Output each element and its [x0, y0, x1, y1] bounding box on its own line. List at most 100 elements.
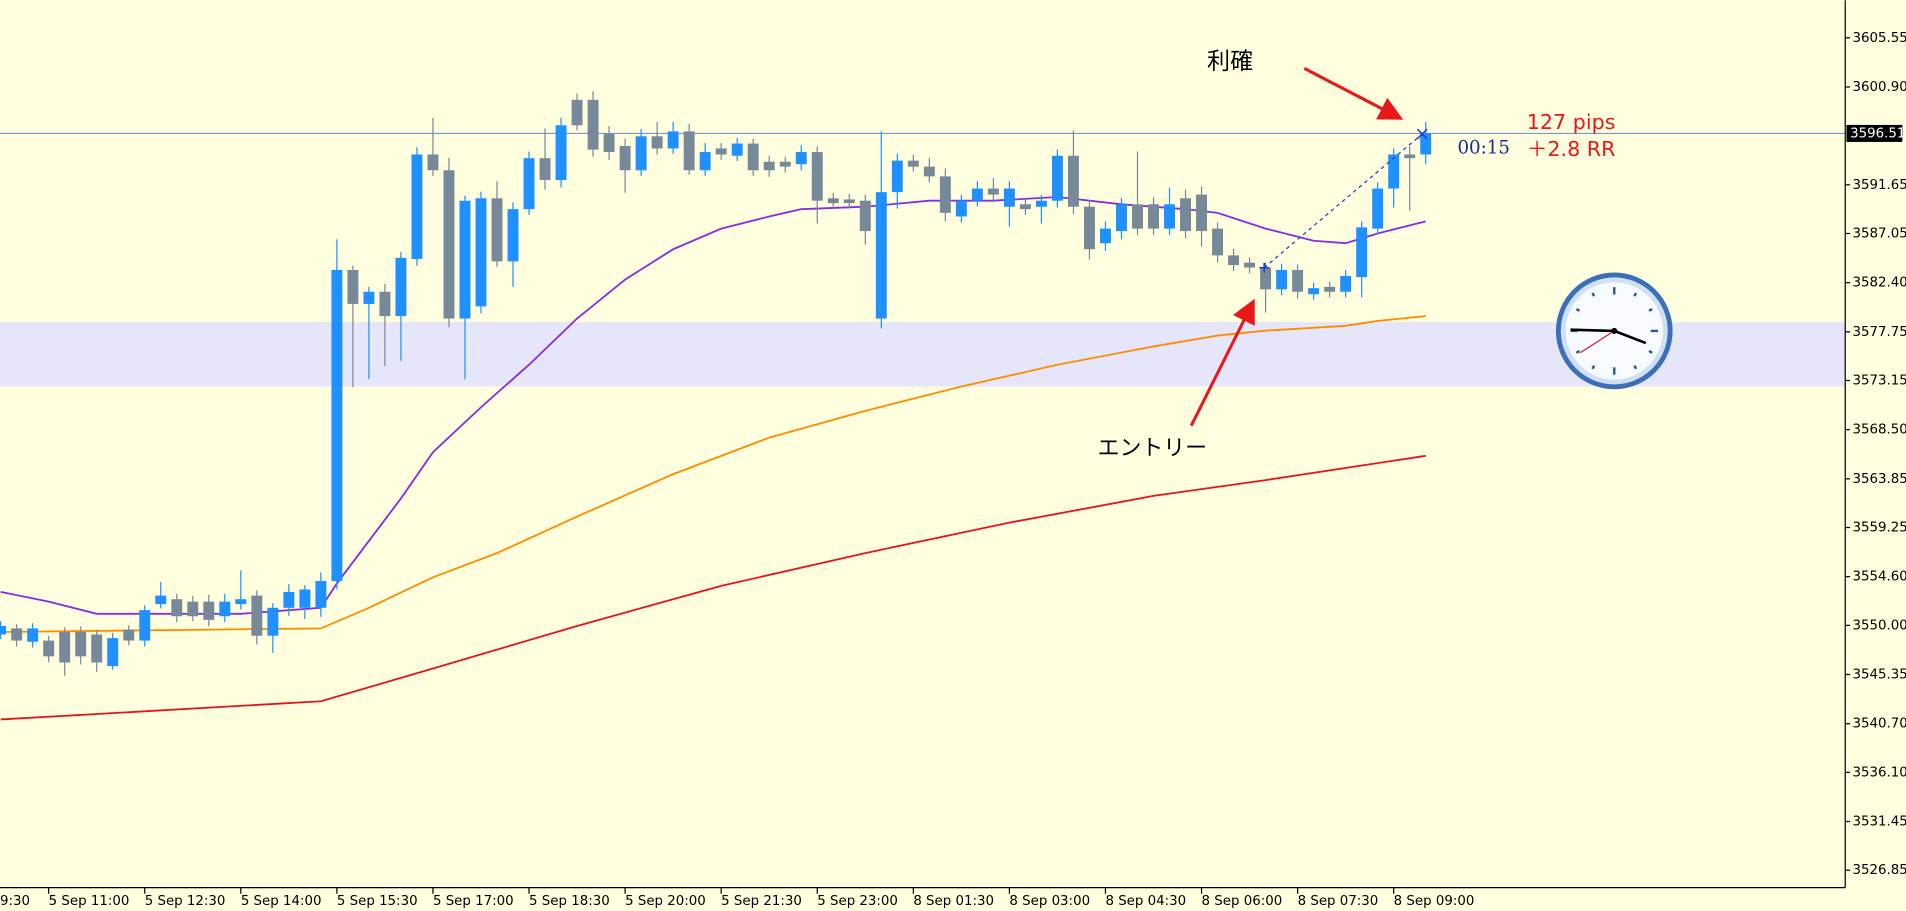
candle-body — [171, 599, 183, 617]
candle-body — [283, 591, 295, 608]
candle-body — [1356, 227, 1368, 278]
candle-body — [1212, 228, 1224, 256]
candle-body — [715, 148, 727, 155]
candle-body — [635, 136, 647, 171]
clock-tick — [1648, 307, 1653, 312]
clock-tick — [1591, 365, 1596, 370]
annotation: 127 pips — [1527, 110, 1616, 134]
candle-body — [891, 160, 903, 193]
exit-marker — [1416, 128, 1428, 140]
candle-body — [91, 634, 103, 663]
candle-body — [1180, 198, 1191, 232]
y-tick-label: 3600.90 — [1853, 80, 1906, 95]
y-tick-label: 3563.85 — [1853, 472, 1906, 487]
candle-body — [27, 628, 39, 642]
y-tick-label: 3550.00 — [1853, 618, 1906, 633]
candle-body — [75, 632, 87, 657]
candle-body — [43, 640, 55, 657]
trade-line — [1263, 133, 1423, 269]
candle-body — [235, 599, 247, 605]
candle-body — [619, 146, 631, 171]
candle-body — [1099, 228, 1111, 244]
candle-body — [1019, 204, 1031, 210]
clock-tick — [1648, 349, 1653, 354]
candle-body — [1035, 200, 1047, 207]
candle-body — [139, 610, 151, 641]
candle-body — [795, 152, 807, 165]
candle-body — [459, 200, 471, 319]
candle-body — [187, 601, 199, 617]
moving-average-line — [0, 196, 1426, 615]
candle-body — [0, 625, 7, 635]
candle-body — [843, 199, 855, 204]
candle-body — [1116, 204, 1127, 232]
moving-average-line — [0, 315, 1426, 633]
candle-body — [523, 158, 535, 210]
candle-body — [971, 188, 983, 201]
candle-body — [363, 291, 375, 304]
candle-body — [1276, 269, 1288, 290]
candle-body — [59, 632, 71, 663]
candle-body — [1340, 275, 1352, 292]
candle-body — [1372, 188, 1384, 229]
price-tag — [1846, 124, 1903, 142]
y-tick-label: 3554.60 — [1853, 570, 1906, 585]
candle-body — [507, 209, 519, 262]
candle-body — [651, 136, 663, 149]
candle-body — [1083, 206, 1095, 250]
candle-body — [347, 269, 359, 304]
y-tick-label: 3526.85 — [1853, 863, 1906, 878]
annotation: 利確 — [1207, 49, 1253, 75]
candle-body — [379, 291, 391, 317]
candle-body — [699, 152, 711, 171]
candle-body — [555, 125, 567, 180]
candle-body — [1244, 262, 1256, 268]
zone — [0, 322, 1846, 387]
x-tick-label: 8 Sep 06:00 — [1202, 894, 1283, 909]
candle-body — [907, 160, 919, 167]
candle-body — [491, 198, 503, 262]
x-tick-label: 9:30 — [0, 894, 30, 909]
candle-body — [747, 143, 759, 171]
candle-body — [587, 99, 599, 150]
x-tick-label: 8 Sep 07:30 — [1298, 894, 1379, 909]
candle-body — [571, 99, 583, 126]
candle-body — [219, 601, 231, 617]
clock-tick — [1575, 349, 1581, 354]
candle-body — [411, 154, 423, 259]
x-tick-label: 5 Sep 15:30 — [337, 894, 418, 909]
candle-body — [1324, 286, 1336, 292]
candle-body — [1051, 155, 1063, 201]
candle-body — [827, 198, 839, 204]
candle-body — [731, 143, 743, 156]
candle-body — [923, 166, 935, 177]
x-tick-label: 8 Sep 04:30 — [1105, 894, 1186, 909]
y-tick-label: 3545.35 — [1853, 668, 1906, 683]
candle-body — [939, 176, 951, 213]
candle-body — [1164, 204, 1175, 229]
candle-body — [1308, 288, 1320, 295]
candle-body — [1148, 204, 1159, 229]
y-tick-label: 3568.50 — [1853, 423, 1906, 438]
entry-marker — [1259, 262, 1270, 273]
candle-body — [1420, 133, 1432, 155]
candle-body — [155, 595, 167, 605]
candle-body — [683, 131, 695, 171]
candle-body — [267, 607, 279, 636]
candle-body — [331, 269, 343, 582]
y-tick-label: 3540.70 — [1853, 717, 1906, 732]
x-tick-label: 5 Sep 14:00 — [241, 894, 322, 909]
candle-body — [1404, 154, 1416, 159]
candle-body — [1196, 194, 1208, 232]
x-tick-label: 5 Sep 11:00 — [49, 894, 130, 909]
candle-body — [987, 188, 999, 195]
candle-body — [315, 581, 327, 608]
y-tick-label: 3582.40 — [1853, 276, 1906, 291]
x-tick-label: 8 Sep 01:30 — [913, 894, 994, 909]
clock-tick — [1575, 307, 1581, 312]
x-tick-label: 8 Sep 09:00 — [1394, 894, 1475, 909]
x-tick-label: 8 Sep 03:00 — [1009, 894, 1090, 909]
clock-tick — [1591, 292, 1596, 297]
